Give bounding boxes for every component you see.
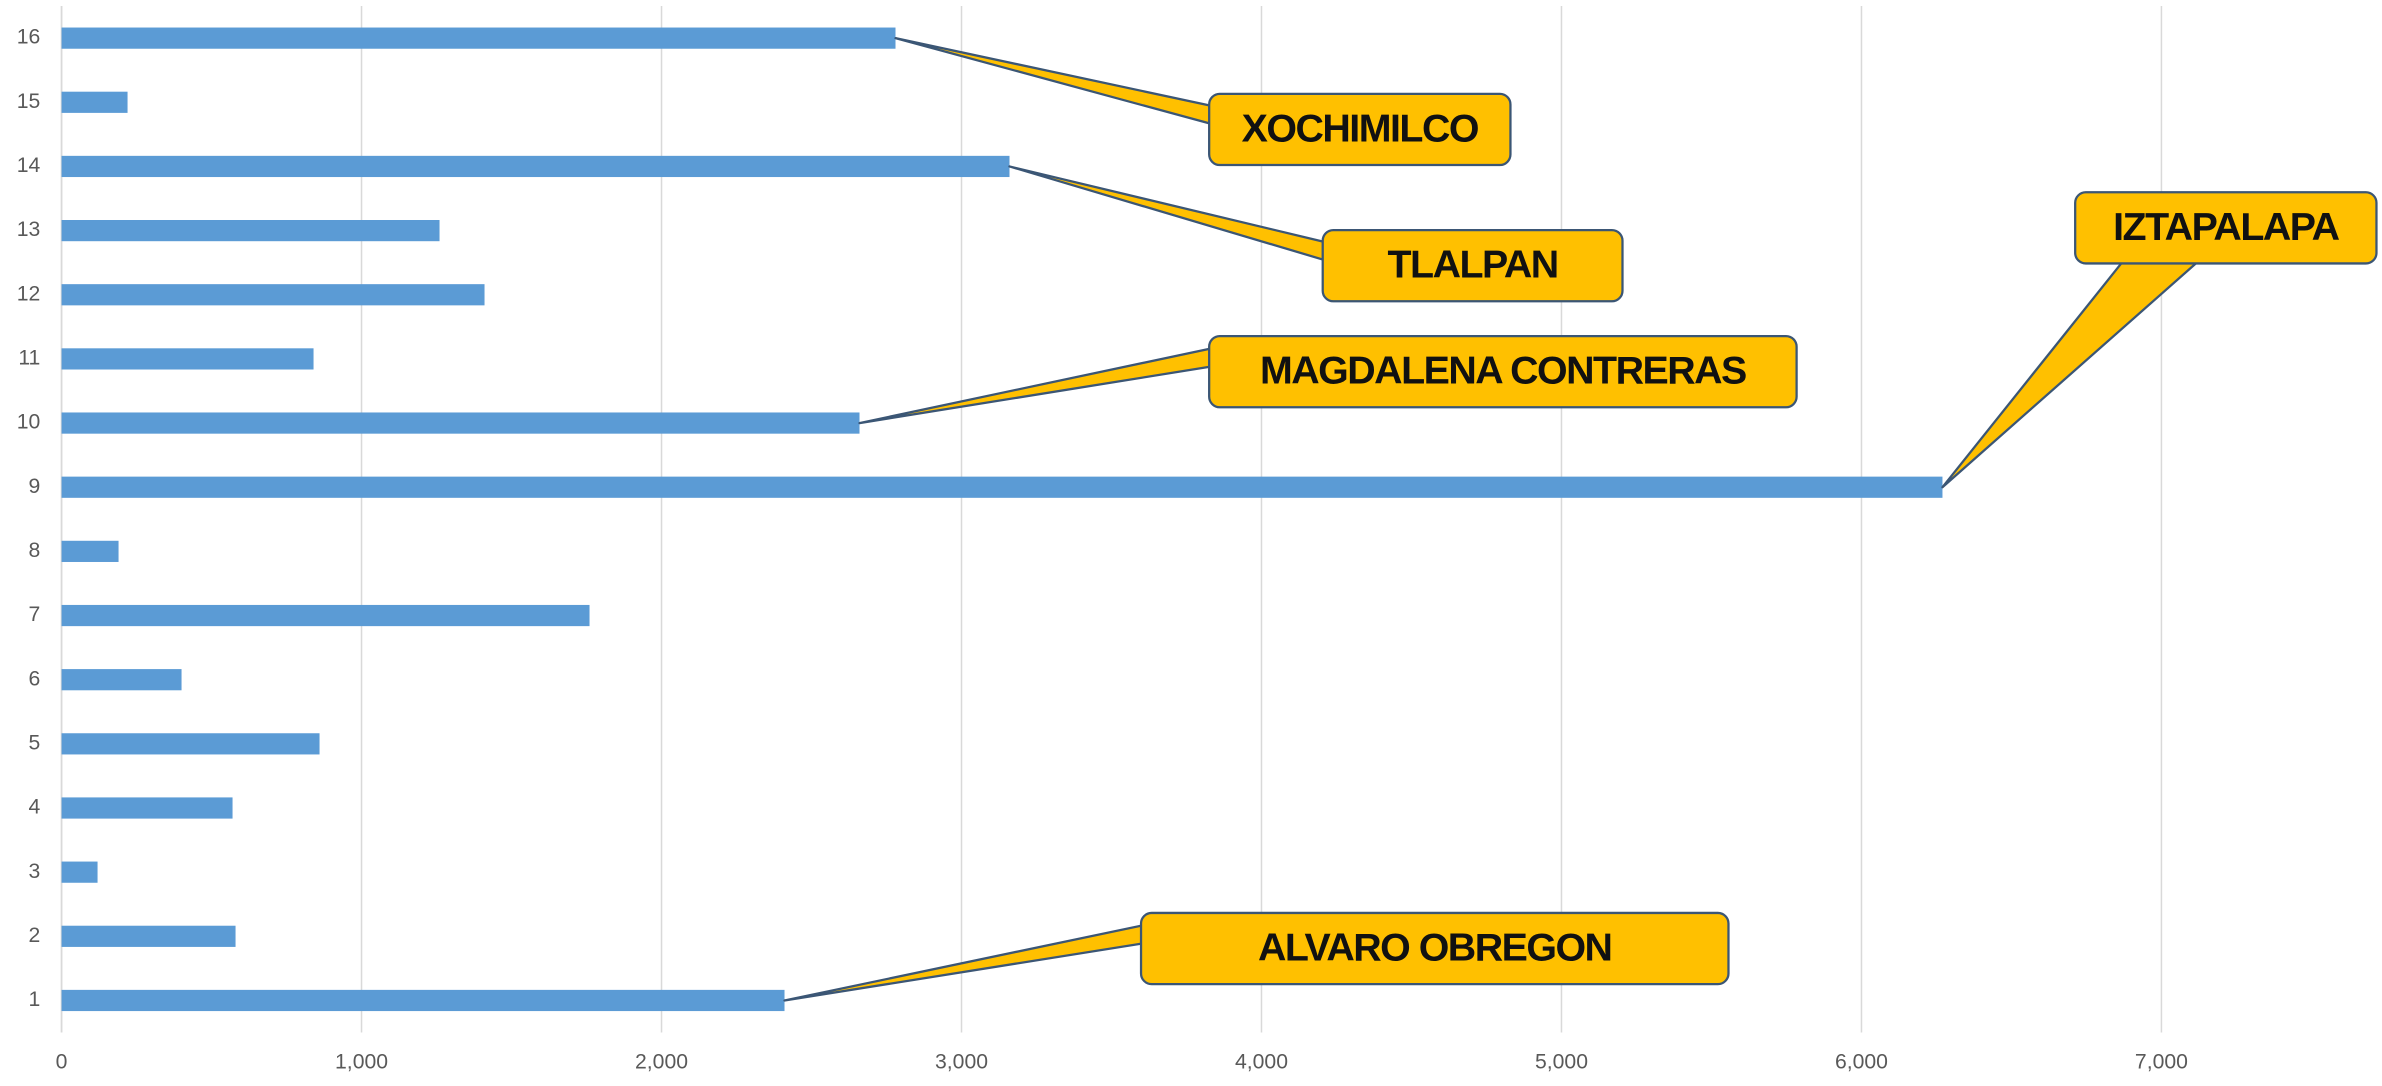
annotation: IZTAPALAPA: [2113, 205, 2339, 249]
callout-box: [1321, 228, 1624, 303]
x-tick-label: 4,000: [1235, 1050, 1288, 1073]
bar: [61, 669, 182, 691]
bar: [61, 27, 896, 49]
y-tick-label: 11: [18, 347, 40, 370]
bar: [61, 348, 314, 370]
y-tick-label: 10: [17, 411, 41, 434]
bar: [61, 733, 320, 755]
bar: [61, 861, 98, 883]
x-tick-label: 5,000: [1535, 1050, 1588, 1073]
bar: [61, 155, 1010, 178]
y-tick-label: 9: [29, 475, 41, 498]
callout-box: [2074, 191, 2378, 265]
bar: [61, 925, 236, 947]
bar: [61, 604, 590, 627]
y-tick-label: 6: [29, 667, 41, 690]
annotation: XOCHIMILCO: [1242, 106, 1478, 150]
callout-box: [1208, 92, 1512, 167]
callout-tail: [858, 347, 1214, 425]
bar: [61, 91, 128, 113]
x-tick-label: 2,000: [635, 1050, 688, 1073]
callout-tail: [894, 36, 1214, 126]
y-tick-label: 5: [29, 731, 41, 754]
y-tick-label: 12: [17, 282, 41, 305]
callout-box: [1208, 334, 1798, 409]
x-tick-label: 1,000: [335, 1050, 388, 1073]
callout-tail: [783, 923, 1146, 1002]
y-tick-label: 1: [29, 988, 41, 1011]
annotation: ALVARO OBREGON: [1258, 925, 1611, 969]
x-tick-label: 6,000: [1835, 1050, 1888, 1073]
callout-tail: [1008, 165, 1327, 262]
y-tick-label: 7: [29, 603, 41, 626]
bar: [61, 284, 485, 306]
x-tick-label: 0: [56, 1050, 68, 1073]
x-tick-label: 3,000: [935, 1050, 988, 1073]
x-tick-label: 7,000: [2135, 1050, 2188, 1073]
bar: [61, 476, 1943, 498]
annotation: MAGDALENA CONTRERAS: [1260, 349, 1746, 393]
bar: [61, 540, 119, 562]
callout-box: [1139, 911, 1730, 986]
y-tick-label: 13: [17, 218, 41, 241]
y-tick-label: 3: [29, 860, 41, 883]
y-tick-label: 15: [17, 90, 41, 113]
y-tick-label: 4: [29, 796, 41, 819]
y-tick-label: 8: [29, 539, 41, 562]
y-tick-label: 14: [17, 154, 41, 177]
y-tick-label: 2: [29, 924, 41, 947]
bar: [61, 412, 860, 434]
bar: [61, 220, 440, 242]
bar: [61, 989, 785, 1012]
annotation: TLALPAN: [1388, 243, 1558, 287]
bar: [61, 797, 233, 819]
y-tick-label: 16: [17, 26, 41, 49]
